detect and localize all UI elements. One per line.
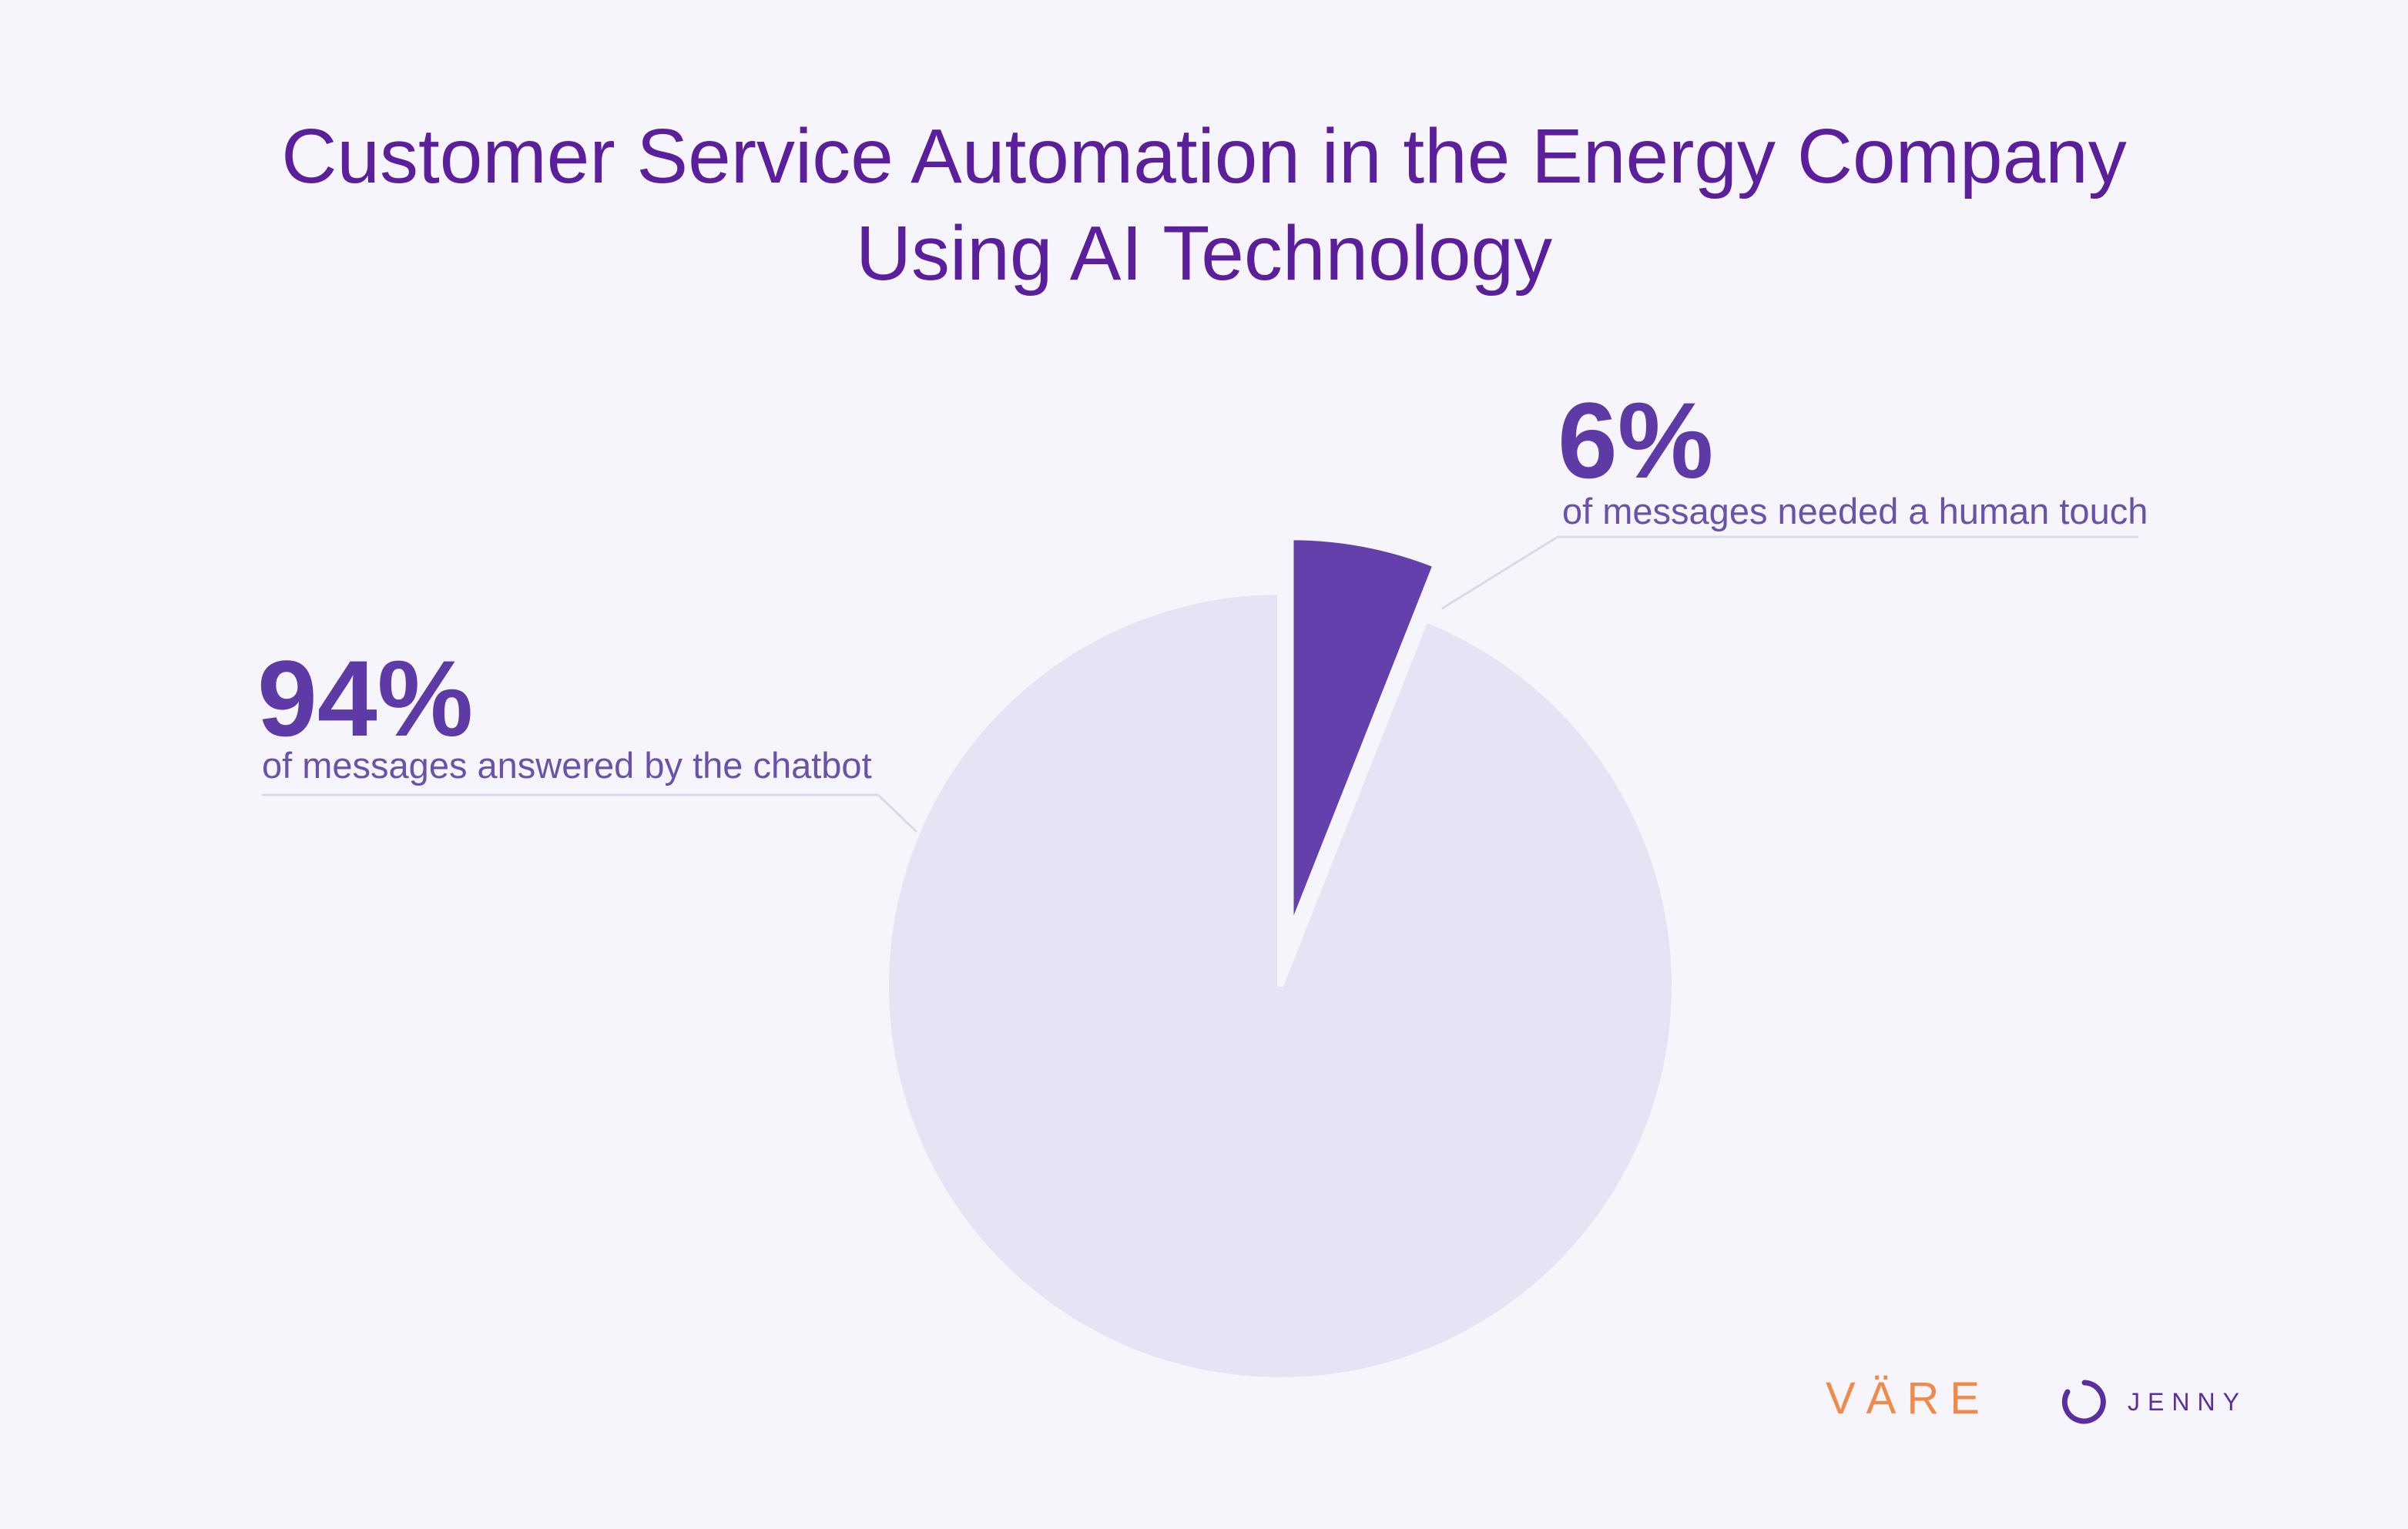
data-label-description-main: of messages answered by the chatbot: [262, 745, 872, 786]
pie-slice-main: [883, 588, 1678, 1383]
pie-slice-highlight: [1287, 534, 1440, 933]
leader-line-highlight: [1441, 535, 1558, 610]
ring-icon: [2061, 1380, 2106, 1424]
title-line-2: Using AI Technology: [855, 210, 1553, 297]
title-line-1: Customer Service Automation in the Energ…: [281, 113, 2127, 200]
chart-title: Customer Service Automation in the Energ…: [0, 108, 2408, 302]
data-label-description-highlight: of messages needed a human touch: [1562, 491, 2148, 531]
vare-logo: VÄRE: [1826, 1373, 1990, 1423]
data-label-value-highlight: 6%: [1558, 380, 1713, 501]
data-label-value-main: 94%: [257, 638, 473, 759]
jenny-logo: JENNY: [2061, 1379, 2247, 1425]
jenny-logo-text: JENNY: [2128, 1387, 2247, 1416]
leader-line-main: [877, 793, 918, 833]
